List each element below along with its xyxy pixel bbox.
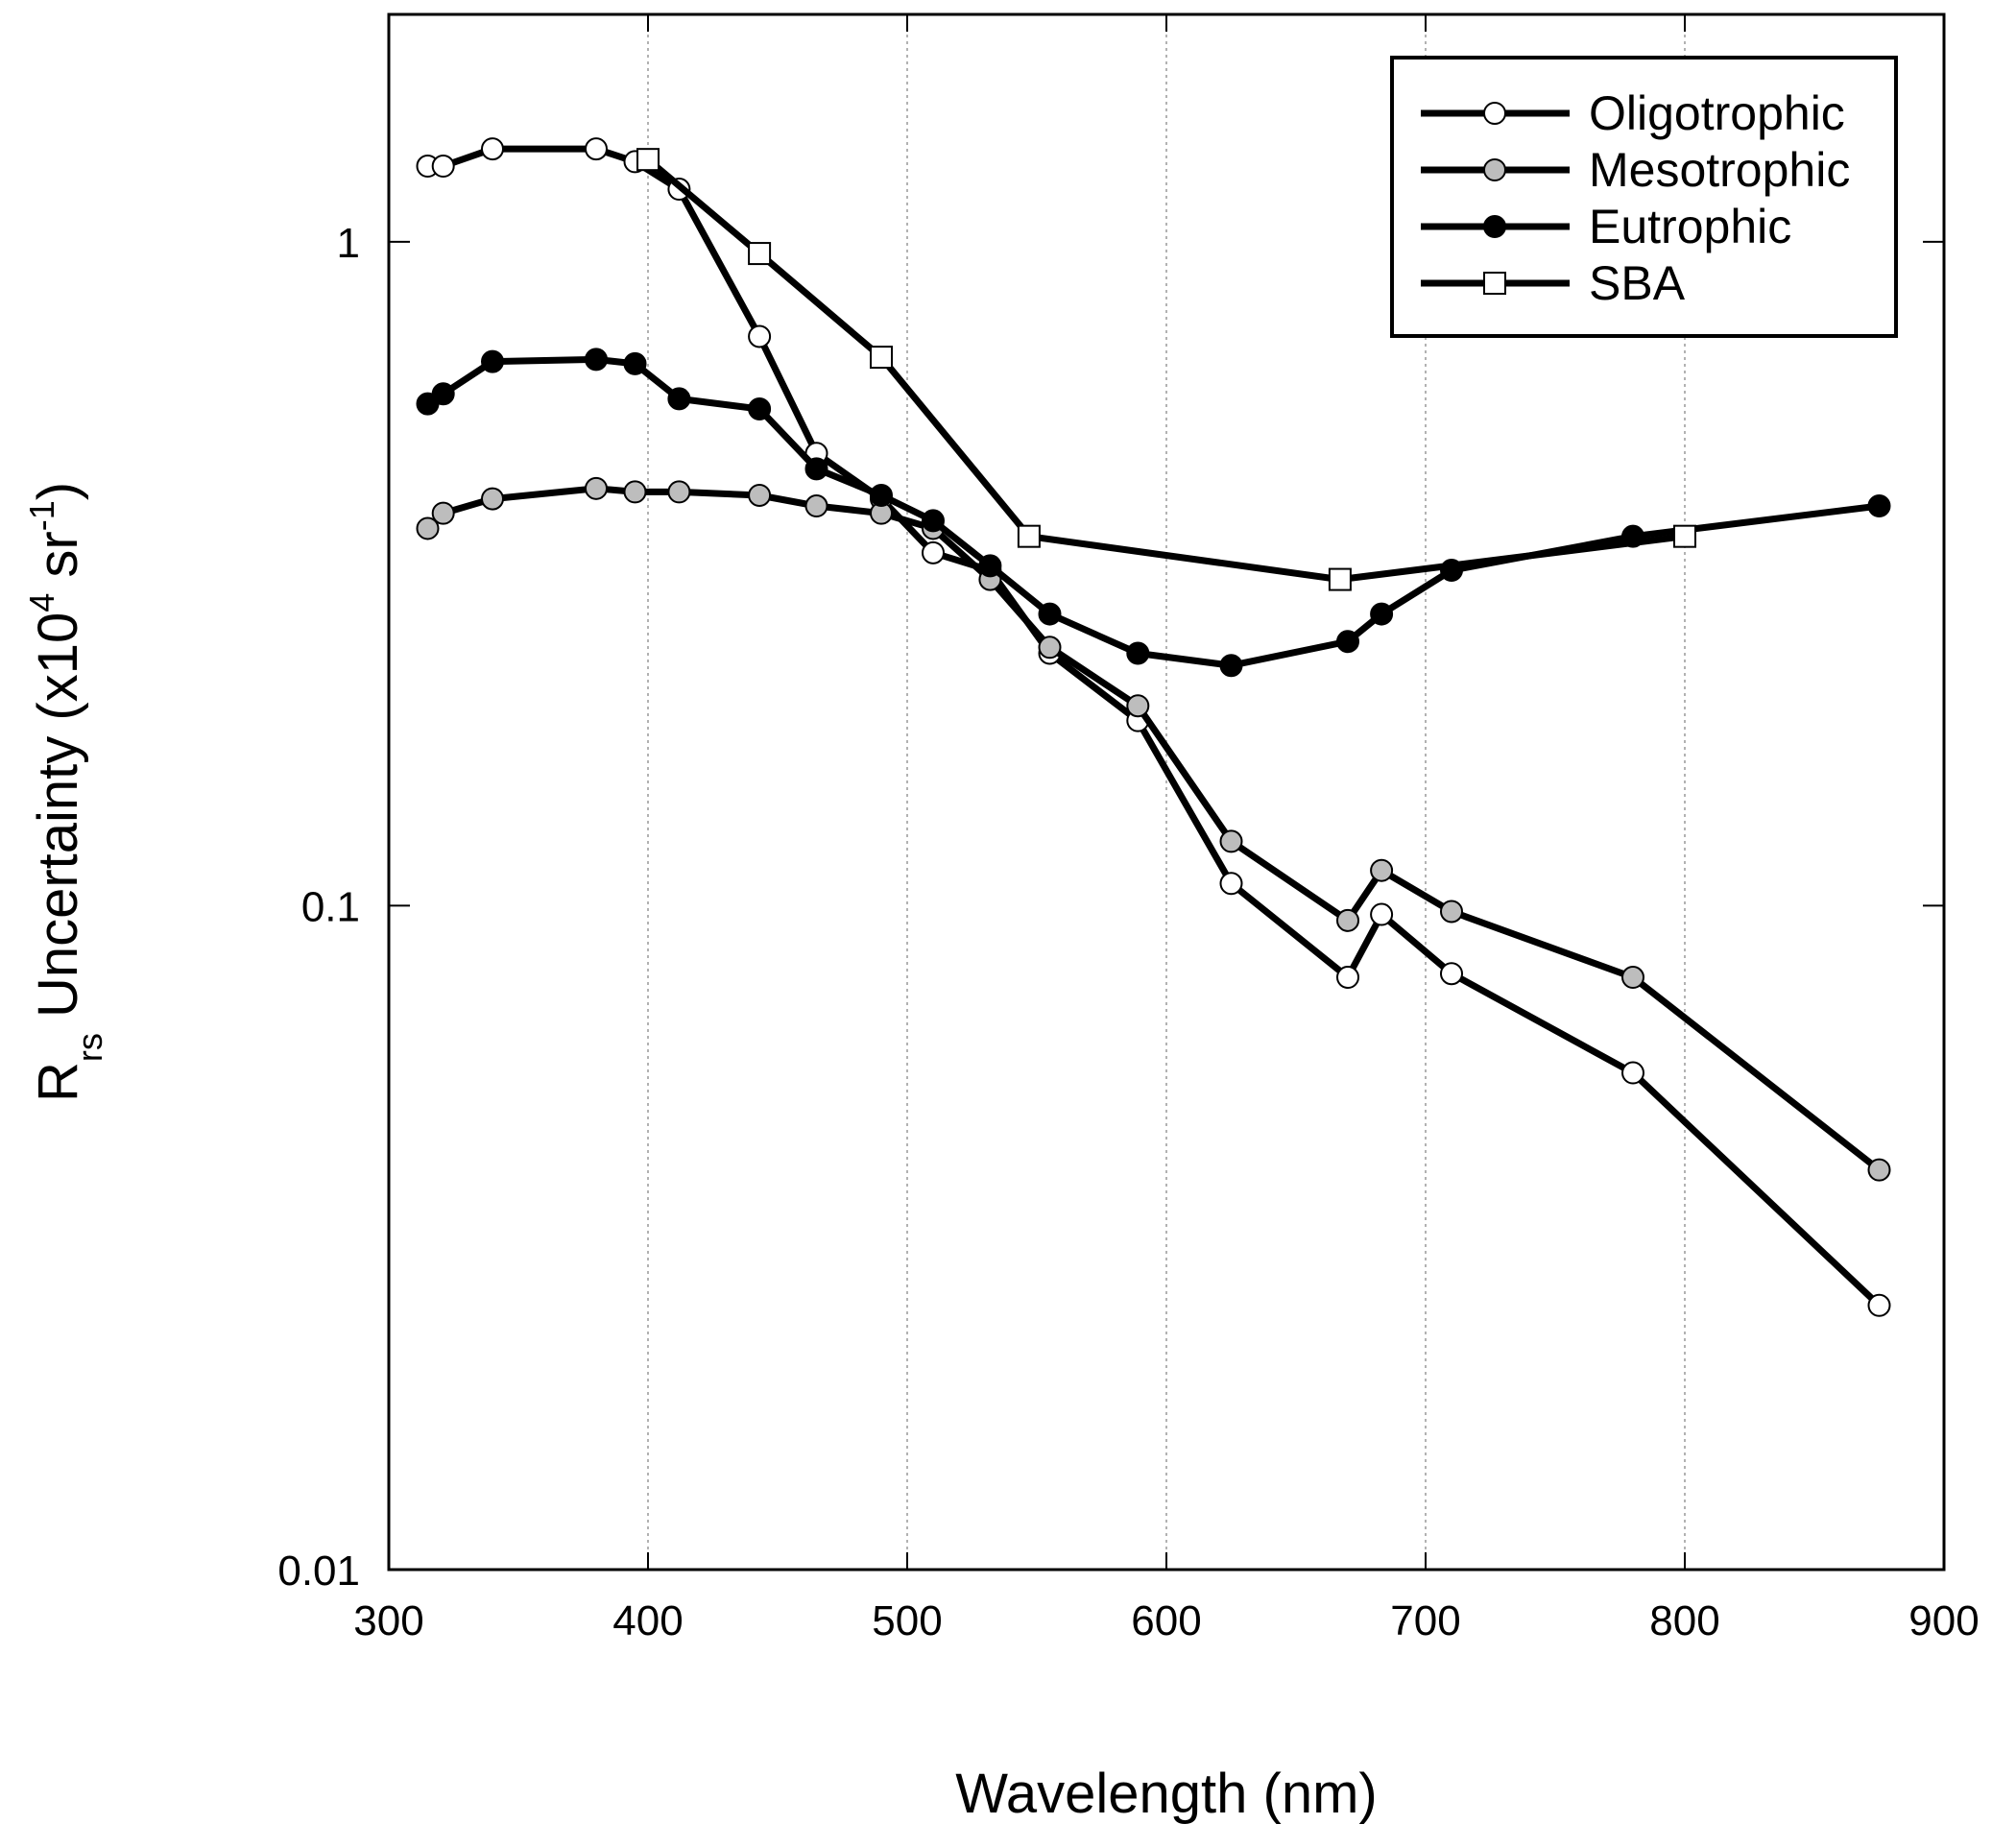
point-eutrophic-18 [1867,494,1891,518]
point-mesotrophic-0 [416,516,440,540]
point-oligotrophic-17 [1621,1061,1644,1085]
point-oligotrophic-2 [481,137,504,161]
point-oligotrophic-16 [1440,962,1463,986]
axis-ticks [388,14,1945,1571]
point-oligotrophic-15 [1370,902,1394,926]
x-tick-label-700: 700 [1390,1597,1460,1644]
point-eutrophic-12 [1126,641,1150,665]
point-mesotrophic-14 [1336,908,1359,932]
legend-marker-mesotrophic [1483,158,1506,181]
x-tick-label-500: 500 [872,1597,942,1644]
y-tick-label-0: 0.01 [277,1548,360,1595]
point-oligotrophic-14 [1336,966,1359,990]
legend-item-oligotrophic: Oligotrophic [1421,86,1845,140]
x-tick-label-400: 400 [612,1597,683,1644]
legend-label-eutrophic: Eutrophic [1589,200,1791,253]
series-group [416,137,1891,1317]
point-oligotrophic-9 [922,540,945,564]
x-tick-label-600: 600 [1131,1597,1201,1644]
point-oligotrophic-13 [1219,872,1243,896]
series-line-eutrophic [425,355,1880,669]
legend-item-sba: SBA [1421,256,1686,310]
series-sba [636,148,1696,591]
point-sba-0 [636,148,660,172]
point-mesotrophic-3 [585,476,608,500]
series-line-sba [645,156,1686,584]
point-eutrophic-1 [431,382,455,406]
x-tick-labels: 300 400 500 600 700 800 900 [353,1597,1979,1644]
point-sba-5 [1673,524,1696,548]
point-oligotrophic-18 [1867,1293,1891,1317]
point-mesotrophic-15 [1370,858,1394,882]
legend-marker-sba [1483,272,1506,295]
y-axis-title-end: ) [27,482,89,500]
point-mesotrophic-5 [667,480,691,504]
point-eutrophic-5 [667,387,691,411]
series-line-mesotrophic [425,485,1882,1173]
legend-box [1390,56,1898,338]
y-tick-labels: 0.01 0.1 1 [277,220,360,1595]
y-tick-label-1: 0.1 [301,883,360,930]
point-eutrophic-13 [1219,654,1243,678]
point-mesotrophic-7 [804,494,828,518]
y-axis-title-sup1: 4 [22,593,61,612]
y-axis-title: Rrs Uncertainty (x104 sr-1) [22,482,109,1102]
x-tick-label-900: 900 [1908,1597,1979,1644]
point-mesotrophic-16 [1440,900,1463,924]
point-sba-1 [748,242,772,266]
x-tick-label-300: 300 [353,1597,423,1644]
point-mesotrophic-4 [623,480,647,504]
point-eutrophic-10 [978,554,1002,578]
y-tick-label-2: 1 [337,220,360,267]
legend-label-mesotrophic: Mesotrophic [1589,143,1850,197]
point-oligotrophic-3 [585,137,608,161]
point-sba-3 [1017,524,1041,548]
point-eutrophic-6 [748,396,772,420]
point-eutrophic-8 [870,483,893,507]
y-axis-title-sup2: -1 [22,500,61,531]
point-oligotrophic-6 [748,324,772,348]
point-eutrophic-14 [1336,630,1359,654]
legend-label-sba: SBA [1589,256,1686,310]
y-axis-title-main: R [27,1062,89,1102]
point-mesotrophic-17 [1621,966,1644,990]
legend-marker-eutrophic [1483,215,1506,238]
point-eutrophic-11 [1038,602,1062,626]
point-eutrophic-9 [922,509,945,533]
point-mesotrophic-18 [1867,1158,1891,1182]
point-sba-2 [870,346,893,370]
point-eutrophic-3 [585,348,608,372]
x-axis-title: Wavelength (nm) [955,1763,1377,1825]
point-sba-4 [1328,567,1352,591]
legend-item-mesotrophic: Mesotrophic [1421,143,1850,197]
point-mesotrophic-12 [1126,694,1150,718]
point-mesotrophic-2 [481,487,504,511]
point-mesotrophic-11 [1038,636,1062,660]
point-eutrophic-2 [481,349,504,373]
series-eutrophic [416,348,1891,678]
point-mesotrophic-6 [748,483,772,507]
point-eutrophic-4 [623,351,647,375]
y-axis-title-mid: sr [27,531,89,592]
legend-item-eutrophic: Eutrophic [1421,200,1791,253]
y-axis-title-sub: rs [70,1033,109,1062]
svg-text:Rrs Uncertainty (x104 sr-1): Rrs Uncertainty (x104 sr-1) [22,482,109,1102]
legend-label-oligotrophic: Oligotrophic [1589,86,1845,140]
series-mesotrophic [416,476,1891,1182]
point-mesotrophic-13 [1219,829,1243,853]
legend-marker-oligotrophic [1483,102,1506,125]
x-tick-label-800: 800 [1649,1597,1719,1644]
point-oligotrophic-1 [431,155,455,179]
y-axis-title-rest: Uncertainty (x10 [27,612,89,1033]
point-mesotrophic-1 [431,501,455,525]
point-eutrophic-7 [804,457,828,481]
point-eutrophic-15 [1370,602,1394,626]
